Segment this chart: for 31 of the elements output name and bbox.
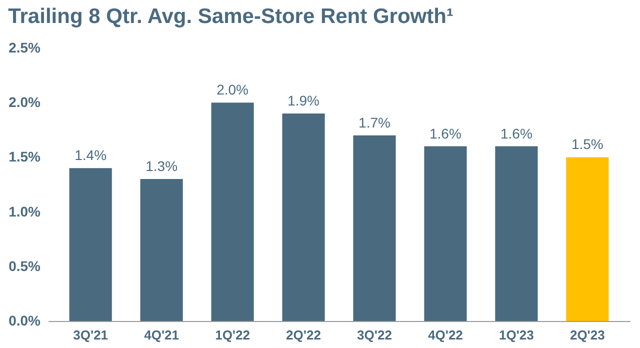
- x-tick-label: 1Q'22: [215, 328, 250, 342]
- x-tick-label: 1Q'23: [498, 328, 534, 342]
- y-tick-label: 1.5%: [8, 148, 42, 165]
- data-label: 2.0%: [216, 82, 248, 98]
- chart-title: Trailing 8 Qtr. Avg. Same-Store Rent Growth¹: [8, 5, 454, 28]
- data-label: 1.6%: [500, 125, 532, 142]
- y-tick-label: 0.0%: [8, 312, 42, 328]
- x-tick-label: 2Q'23: [570, 328, 605, 342]
- bar: [566, 157, 609, 321]
- x-tick-label: 4Q'21: [144, 328, 180, 342]
- x-tick-label: 2Q'22: [286, 328, 321, 342]
- x-tick-label: 4Q'22: [428, 328, 463, 342]
- x-tick-label: 3Q'21: [73, 328, 108, 342]
- bar: [140, 179, 183, 321]
- y-tick-label: 2.0%: [8, 94, 42, 110]
- y-tick-label: 0.5%: [8, 258, 42, 274]
- data-label: 1.7%: [358, 114, 390, 130]
- data-label: 1.5%: [571, 136, 604, 152]
- data-label: 1.9%: [288, 92, 320, 109]
- bar: [69, 168, 112, 321]
- bar: [282, 114, 325, 321]
- data-label: 1.3%: [146, 158, 178, 174]
- bar: [424, 146, 467, 321]
- y-tick-label: 1.0%: [8, 203, 42, 220]
- bar: [353, 135, 396, 321]
- data-label: 1.6%: [430, 125, 462, 142]
- x-tick-label: 3Q'22: [357, 328, 392, 342]
- bar: [495, 146, 538, 321]
- data-label: 1.4%: [74, 147, 107, 164]
- bar: [211, 102, 254, 321]
- y-tick-label: 2.5%: [8, 40, 42, 56]
